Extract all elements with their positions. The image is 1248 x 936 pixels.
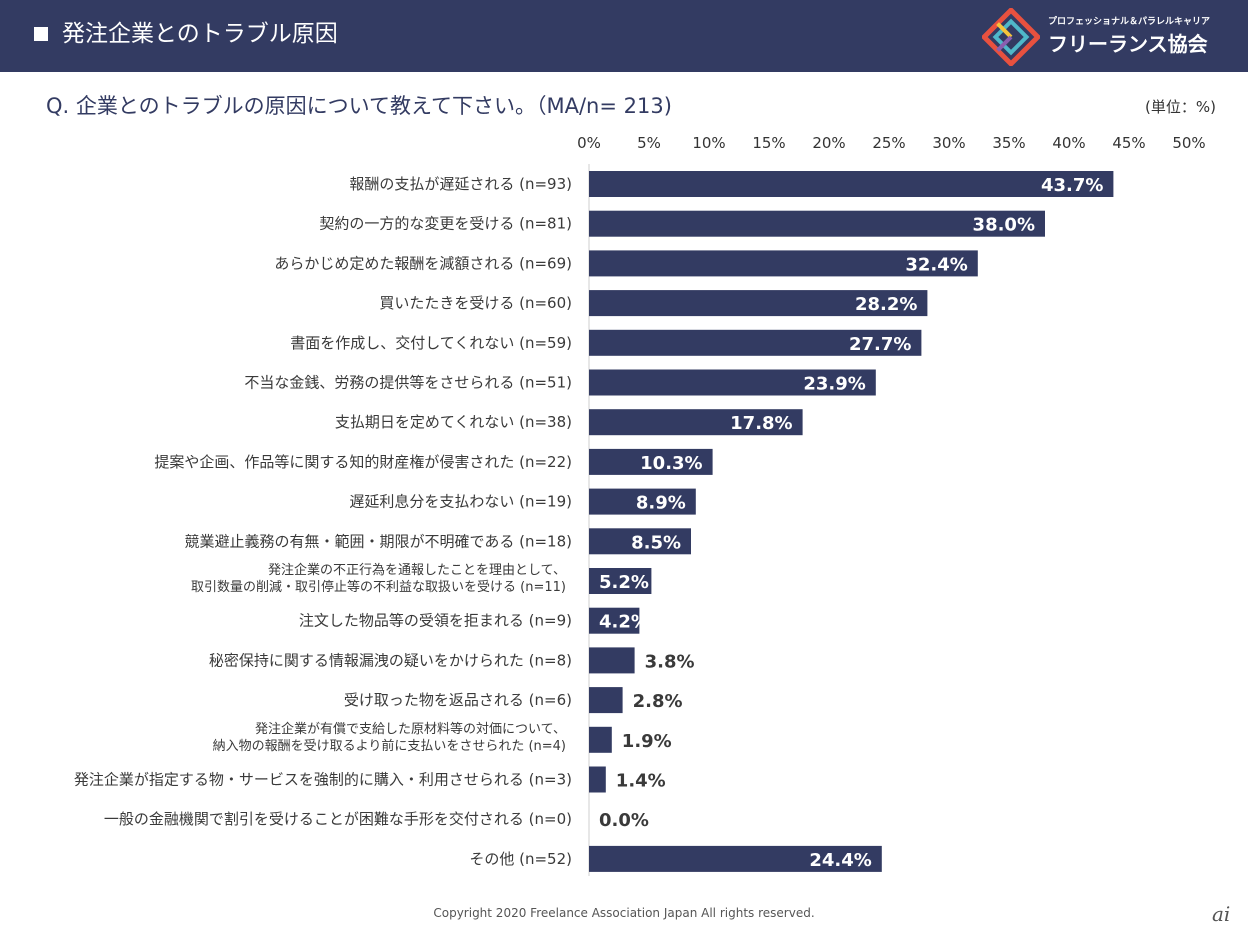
category-label: 発注企業が有償で支給した原材料等の対価について、: [255, 721, 566, 737]
category-label: 注文した物品等の受領を拒まれる (n=9): [299, 612, 572, 630]
bar: [589, 329, 922, 356]
category-label: 競業避止義務の有無・範囲・期限が不明確である (n=18): [185, 532, 573, 550]
question-text: Q. 企業とのトラブルの原因について教えて下さい。（MA/n= 213): [46, 94, 672, 118]
category-label: 不当な金銭、労務の提供等をさせられる (n=51): [244, 374, 572, 392]
value-label: 28.2%: [855, 294, 917, 315]
x-tick-label: 30%: [932, 134, 965, 152]
value-label: 10.3%: [640, 453, 702, 474]
unit-label: (単位：%): [1145, 98, 1216, 116]
x-tick-label: 5%: [637, 134, 661, 152]
x-tick-label: 25%: [872, 134, 905, 152]
x-tick-label: 40%: [1052, 134, 1085, 152]
x-tick-label: 20%: [812, 134, 845, 152]
x-tick-label: 45%: [1112, 134, 1145, 152]
bar: [589, 845, 882, 872]
value-label: 24.4%: [809, 850, 871, 871]
value-label: 8.5%: [631, 532, 681, 553]
bar: [589, 448, 713, 475]
bar: [589, 726, 612, 753]
bar: [589, 250, 978, 277]
category-label: 買いたたきを受ける (n=60): [379, 294, 572, 312]
logo-name: フリーランス協会: [1048, 32, 1208, 56]
value-label: 43.7%: [1041, 175, 1103, 196]
bar: [589, 687, 623, 714]
bar: [589, 409, 803, 436]
value-label: 4.2%: [599, 612, 649, 633]
category-label: 一般の金融機関で割引を受けることが困難な手形を交付される (n=0): [104, 810, 572, 828]
x-tick-label: 10%: [692, 134, 725, 152]
value-label: 3.8%: [645, 651, 695, 672]
category-label: 遅延利息分を支払わない (n=19): [349, 493, 572, 511]
bar: [589, 488, 696, 515]
category-label: 発注企業が指定する物・サービスを強制的に購入・利用させられる (n=3): [74, 771, 572, 789]
corner-logo-mark: ai: [1212, 902, 1231, 926]
bar: [589, 210, 1045, 237]
category-label: 書面を作成し、交付してくれない (n=59): [290, 334, 572, 352]
logo-tagline: プロフェッショナル＆パラレルキャリア: [1048, 17, 1211, 27]
x-tick-label: 50%: [1172, 134, 1205, 152]
value-label: 27.7%: [849, 334, 911, 355]
bar: [589, 290, 928, 317]
bar: [589, 568, 652, 594]
value-label: 5.2%: [599, 572, 649, 593]
category-label: その他 (n=52): [469, 850, 572, 868]
category-label: 取引数量の削減・取引停止等の不利益な取扱いを受ける (n=11): [191, 579, 566, 595]
category-label: 発注企業の不正行為を通報したことを理由として、: [268, 562, 566, 578]
bar: [589, 647, 635, 674]
x-tick-label: 15%: [752, 134, 785, 152]
x-tick-label: 0%: [577, 134, 601, 152]
bar: [589, 369, 876, 396]
copyright-footer: Copyright 2020 Freelance Association Jap…: [433, 906, 815, 920]
value-label: 38.0%: [973, 215, 1035, 236]
value-label: 2.8%: [633, 691, 683, 712]
x-tick-label: 35%: [992, 134, 1025, 152]
category-label: 納入物の報酬を受け取るより前に支払いをさせられた (n=4): [213, 738, 566, 754]
value-label: 1.9%: [622, 731, 672, 752]
category-label: 秘密保持に関する情報漏洩の疑いをかけられた (n=8): [209, 651, 572, 669]
header-bar: 発注企業とのトラブル原因 プロフェッショナル＆パラレルキャリア フリーランス協会: [0, 0, 1248, 72]
page-title: 発注企業とのトラブル原因: [62, 21, 338, 47]
category-label: 受け取った物を返品される (n=6): [344, 691, 572, 709]
value-label: 8.9%: [636, 493, 686, 514]
category-label: あらかじめ定めた報酬を減額される (n=69): [274, 254, 572, 272]
category-label: 提案や企画、作品等に関する知的財産権が侵害された (n=22): [154, 453, 572, 471]
value-label: 0.0%: [599, 810, 649, 831]
value-label: 23.9%: [803, 374, 865, 395]
category-label: 支払期日を定めてくれない (n=38): [335, 413, 572, 431]
value-label: 32.4%: [905, 254, 967, 275]
title-bullet-icon: [34, 27, 48, 41]
value-label: 17.8%: [730, 413, 792, 434]
bar: [589, 607, 640, 634]
value-label: 1.4%: [616, 771, 666, 792]
category-label: 契約の一方的な変更を受ける (n=81): [319, 215, 572, 233]
bar: [589, 528, 691, 555]
bar: [589, 171, 1114, 197]
association-logo-icon: [982, 8, 1040, 66]
bar: [589, 766, 606, 793]
category-label: 報酬の支払が遅延される (n=93): [349, 175, 572, 193]
